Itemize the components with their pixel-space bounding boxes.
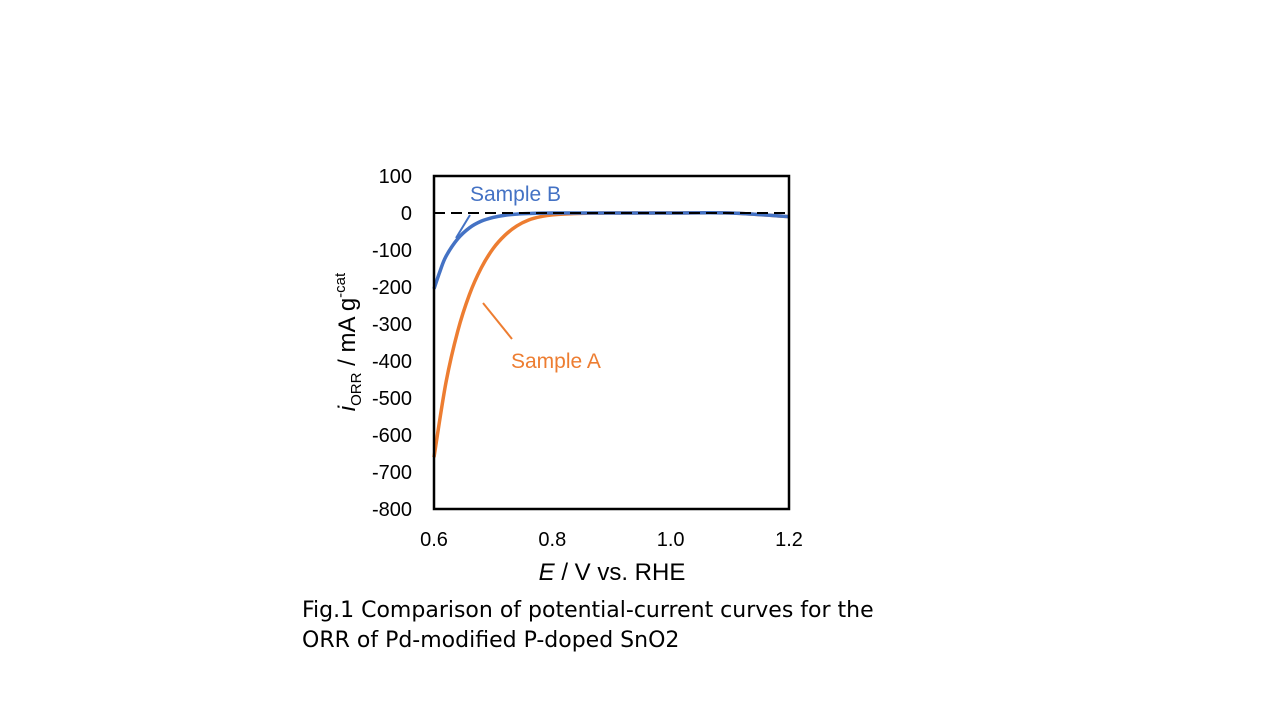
figure-caption: Fig.1 Comparison of potential-current cu… <box>302 596 1002 656</box>
x-tick-label: 0.6 <box>420 529 448 551</box>
y-axis-label: iORR / mA g-cat <box>332 272 365 411</box>
series-layer <box>432 210 790 458</box>
sample-a-label: Sample A <box>511 350 601 373</box>
x-axis-label: E / V vs. RHE <box>539 559 686 586</box>
y-tick-label: -800 <box>372 499 412 521</box>
y-tick-label: -500 <box>372 388 412 410</box>
y-tick-label: -300 <box>372 314 412 336</box>
y-tick-label: -100 <box>372 240 412 262</box>
y-tick-label: -400 <box>372 351 412 373</box>
y-tick-label: -600 <box>372 425 412 447</box>
tick-labels: 100 0 -100 -200 -300 -400 -500 -600 -700 -800 0.6 0… <box>372 166 803 551</box>
y-tick-label: 100 <box>379 166 412 188</box>
y-tick-label: -200 <box>372 277 412 299</box>
sample-a-curve <box>432 210 790 458</box>
caption-line-2: ORR of Pd-modified P-doped SnO2 <box>302 628 680 653</box>
x-tick-label: 1.0 <box>657 529 685 551</box>
x-tick-label: 1.2 <box>775 529 803 551</box>
sample-a-leader-line <box>482 302 513 340</box>
sample-b-leader-line <box>455 214 471 239</box>
y-tick-label: -700 <box>372 462 412 484</box>
caption-line-1: Fig.1 Comparison of potential-current cu… <box>302 598 874 623</box>
y-tick-label: 0 <box>401 203 412 225</box>
sample-b-label: Sample B <box>470 183 561 206</box>
x-tick-label: 0.8 <box>538 529 566 551</box>
sample-b-curve <box>432 210 790 290</box>
plot-frame <box>432 174 791 511</box>
